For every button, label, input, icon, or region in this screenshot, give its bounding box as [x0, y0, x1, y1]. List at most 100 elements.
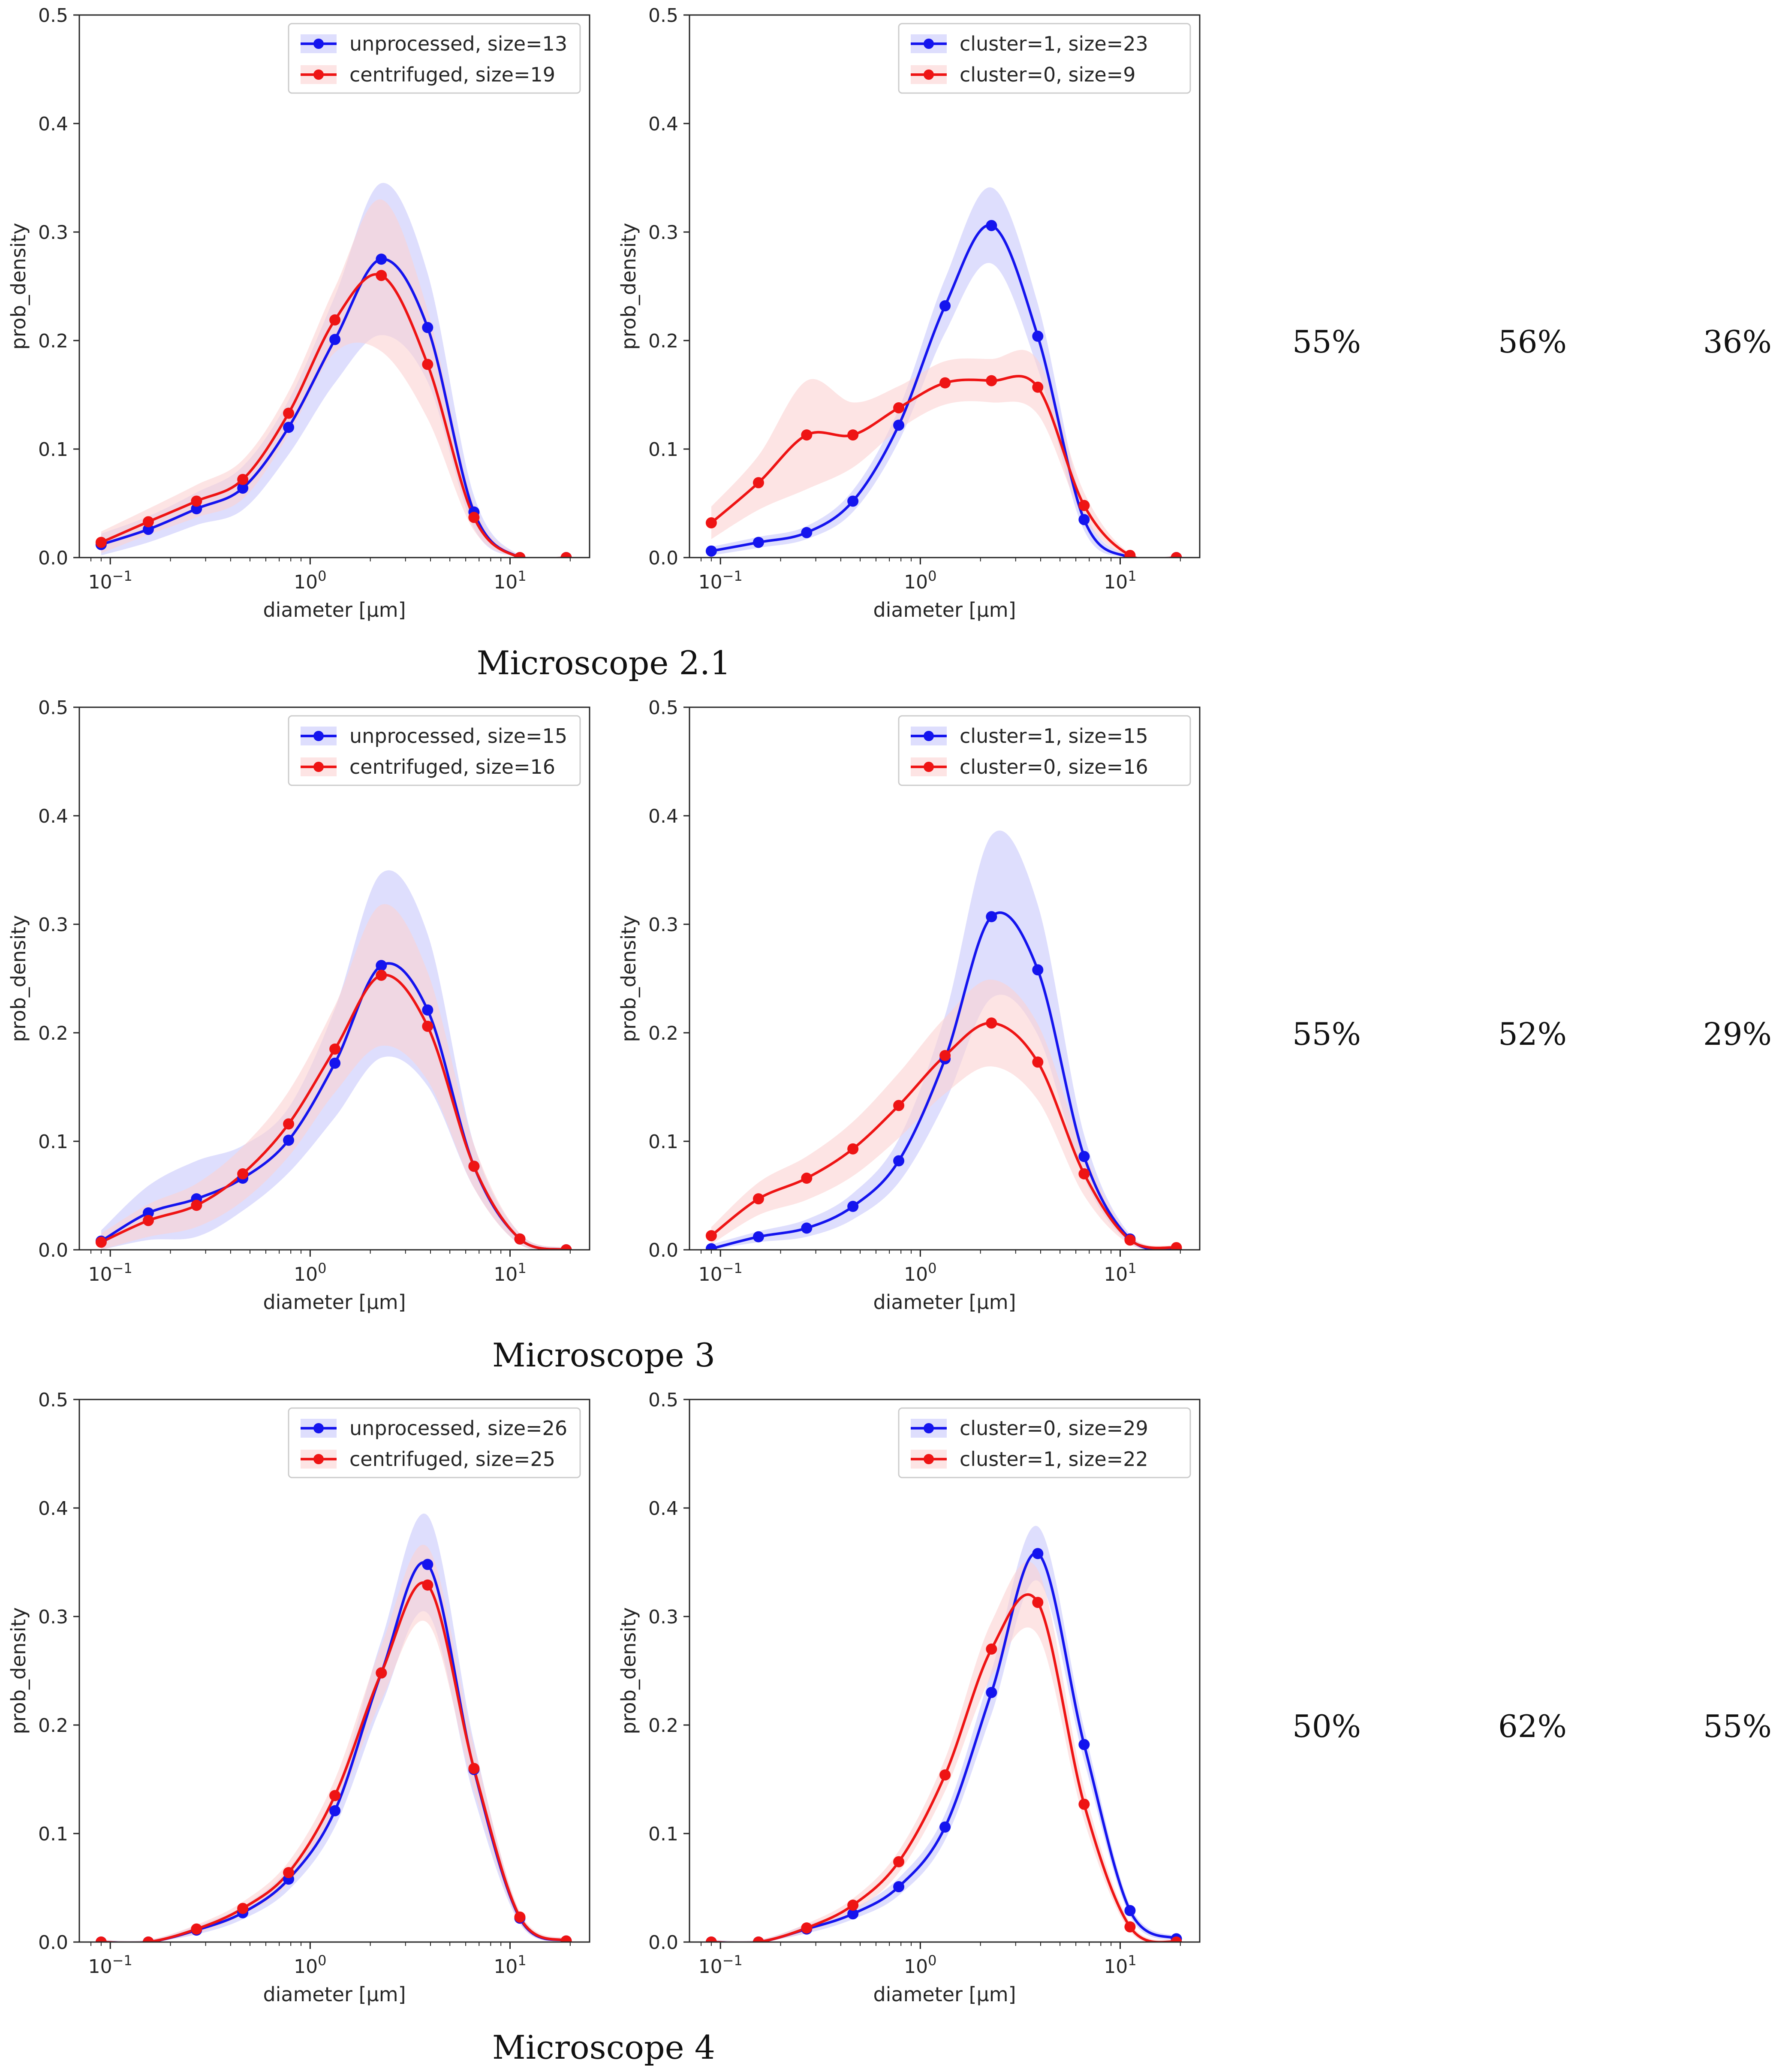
- x-axis-label: diameter [µm]: [263, 598, 406, 621]
- legend-label: cluster=0, size=16: [960, 755, 1148, 778]
- data-point-red: [893, 1856, 905, 1867]
- caption-microscope-3: Microscope 3: [492, 1336, 715, 1374]
- legend-box: [288, 23, 581, 94]
- y-tick-label: 0.0: [38, 1240, 68, 1261]
- data-point-blue: [376, 960, 387, 971]
- legend-label: cluster=1, size=22: [960, 1448, 1148, 1471]
- legend-marker: [924, 762, 934, 772]
- y-tick-label: 0.0: [648, 547, 678, 569]
- legend-marker: [313, 731, 324, 741]
- axes-frame: [78, 14, 590, 558]
- y-tick-label: 0.3: [38, 914, 68, 936]
- data-point-red: [283, 407, 295, 419]
- plot-area: [95, 870, 572, 1250]
- row1-percentage-1: 55%: [1292, 324, 1361, 360]
- y-axis-label: prob_density: [7, 223, 30, 350]
- series-line-blue: [711, 1552, 1177, 1942]
- data-point-red: [753, 1193, 764, 1205]
- axes-frame: [689, 14, 1201, 558]
- data-point-red: [939, 1769, 951, 1781]
- data-point-blue: [1032, 1548, 1044, 1559]
- data-point-red: [422, 1579, 433, 1591]
- y-tick-label: 0.4: [648, 113, 678, 135]
- y-tick-label: 0.3: [38, 222, 68, 244]
- legend-item-red: cluster=0, size=16: [911, 755, 1148, 778]
- y-tick-label: 0.5: [648, 1389, 678, 1411]
- confidence-band-red: [711, 979, 1177, 1250]
- data-point-blue: [705, 545, 717, 557]
- y-tick-label: 0.4: [648, 1498, 678, 1520]
- data-point-blue: [329, 1057, 341, 1069]
- data-point-blue: [283, 422, 295, 433]
- y-tick-label: 0.2: [38, 1022, 68, 1044]
- data-point-red: [1078, 1168, 1090, 1179]
- axes-frame: [689, 706, 1201, 1251]
- x-axis-label: diameter [µm]: [873, 1291, 1016, 1314]
- legend-marker: [924, 1423, 934, 1433]
- data-point-blue: [986, 1687, 997, 1698]
- y-tick-label: 0.4: [38, 113, 68, 135]
- legend-item-red: cluster=1, size=22: [911, 1448, 1148, 1471]
- y-tick-label: 0.0: [38, 547, 68, 569]
- data-point-blue: [1124, 1905, 1136, 1916]
- legend-item-blue: cluster=1, size=23: [911, 32, 1148, 55]
- plot-area: [705, 1526, 1182, 1942]
- legend-label: unprocessed, size=26: [349, 1417, 567, 1440]
- data-point-red: [801, 429, 813, 441]
- data-point-blue: [801, 527, 813, 538]
- x-axis-label: diameter [µm]: [873, 598, 1016, 621]
- data-point-red: [753, 1936, 764, 1942]
- legend-label: cluster=0, size=9: [960, 63, 1136, 86]
- x-axis-label: diameter [µm]: [873, 1983, 1016, 2006]
- data-point-red: [1171, 552, 1182, 558]
- chart-4: 0.0 0.1 0.2 0.3 0.4 0.5 10−1 100 101 diameter [µm…: [617, 697, 1201, 1314]
- x-tick-label: 10−1: [698, 568, 743, 593]
- data-point-blue: [1032, 964, 1044, 976]
- legend-label: cluster=1, size=23: [960, 32, 1148, 55]
- legend: cluster=0, size=29 cluster=1, size=22: [898, 1407, 1191, 1478]
- data-point-blue: [422, 322, 433, 333]
- data-point-blue: [801, 1222, 813, 1234]
- data-point-red: [1078, 500, 1090, 511]
- series-line-red: [101, 1581, 567, 1942]
- chart-5: 0.0 0.1 0.2 0.3 0.4 0.5 10−1 100 101 diameter [µm…: [7, 1389, 590, 2006]
- data-point-red: [95, 1237, 107, 1248]
- x-tick-label: 101: [1104, 1952, 1136, 1978]
- data-point-red: [1032, 1056, 1044, 1068]
- data-point-red: [939, 377, 951, 389]
- confidence-band-blue: [101, 1514, 566, 1942]
- data-point-red: [468, 1161, 480, 1172]
- x-tick-label: 101: [494, 568, 526, 593]
- y-axis-label: prob_density: [7, 915, 30, 1042]
- legend-item-blue: unprocessed, size=15: [301, 724, 567, 748]
- data-point-red: [847, 1899, 859, 1911]
- axes-frame: [78, 1399, 590, 1943]
- y-tick-label: 0.3: [648, 1606, 678, 1628]
- y-tick-label: 0.1: [648, 439, 678, 461]
- data-point-blue: [893, 1155, 905, 1167]
- y-axis-label: prob_density: [7, 1607, 30, 1734]
- legend-label: centrifuged, size=19: [349, 63, 555, 86]
- legend-label: unprocessed, size=15: [349, 724, 567, 748]
- row3-percentage-2: 62%: [1498, 1708, 1567, 1744]
- data-point-blue: [753, 537, 764, 548]
- legend-label: centrifuged, size=25: [349, 1448, 555, 1471]
- plot-area: [95, 1514, 572, 1942]
- data-point-red: [514, 552, 526, 558]
- y-tick-label: 0.0: [648, 1240, 678, 1261]
- plot-area: [705, 830, 1182, 1250]
- data-point-red: [376, 969, 387, 981]
- y-tick-label: 0.5: [38, 697, 68, 719]
- legend: unprocessed, size=13 centrifuged, size=19: [288, 23, 581, 94]
- legend-label: cluster=0, size=29: [960, 1417, 1148, 1440]
- data-point-red: [468, 512, 480, 523]
- row2-percentage-3: 29%: [1703, 1016, 1772, 1052]
- data-point-red: [560, 1244, 572, 1250]
- x-tick-label: 100: [294, 568, 326, 593]
- row1-percentage-2: 56%: [1498, 324, 1567, 360]
- legend: cluster=1, size=23 cluster=0, size=9: [898, 23, 1191, 94]
- x-axis-label: diameter [µm]: [263, 1291, 406, 1314]
- data-point-red: [283, 1118, 295, 1130]
- legend: cluster=1, size=15 cluster=0, size=16: [898, 715, 1191, 786]
- data-point-red: [893, 1100, 905, 1111]
